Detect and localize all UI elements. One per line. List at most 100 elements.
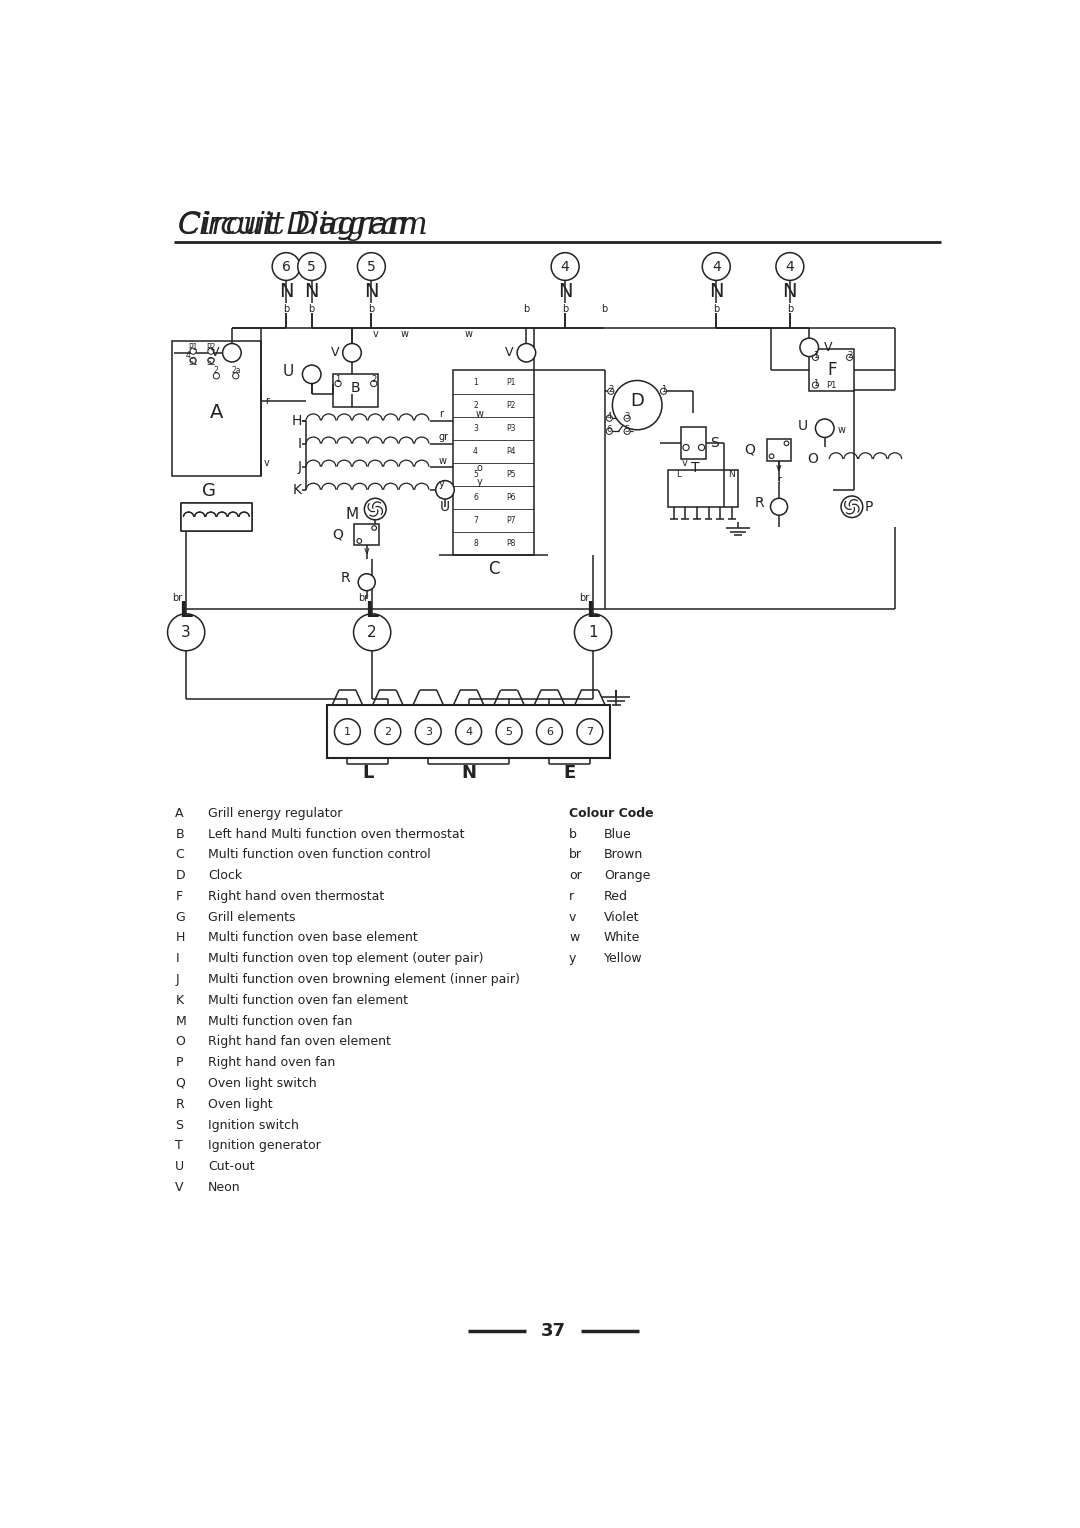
Bar — [327, 706, 610, 758]
Text: U: U — [283, 364, 294, 379]
Text: P4: P4 — [507, 446, 516, 455]
Text: 1: 1 — [343, 727, 351, 736]
Text: N: N — [708, 281, 724, 301]
Text: V: V — [175, 1181, 184, 1193]
Text: V: V — [211, 347, 219, 359]
Circle shape — [364, 498, 387, 520]
Circle shape — [232, 373, 239, 379]
Text: Circuit Diagram: Circuit Diagram — [177, 211, 417, 240]
Text: r: r — [265, 396, 269, 406]
Text: b: b — [713, 304, 719, 313]
Text: S: S — [175, 1118, 184, 1132]
Text: U: U — [175, 1160, 185, 1174]
Text: 2: 2 — [372, 376, 376, 384]
Circle shape — [372, 526, 377, 530]
Text: P: P — [175, 1056, 183, 1070]
Text: 5: 5 — [505, 727, 513, 736]
Circle shape — [496, 718, 522, 744]
Text: 5: 5 — [308, 260, 316, 274]
Text: F: F — [175, 889, 183, 903]
Text: Circuit Diagram: Circuit Diagram — [177, 211, 428, 241]
Text: P1: P1 — [507, 377, 516, 387]
Text: N: N — [728, 471, 734, 478]
Text: v: v — [681, 458, 687, 468]
Text: w: w — [569, 932, 579, 944]
Circle shape — [375, 718, 401, 744]
Text: Right hand oven thermostat: Right hand oven thermostat — [207, 889, 384, 903]
Text: C: C — [175, 848, 184, 862]
Text: A: A — [175, 807, 184, 819]
Text: w: w — [838, 425, 846, 435]
Text: White: White — [604, 932, 640, 944]
Circle shape — [815, 419, 834, 437]
Text: Q: Q — [333, 527, 343, 541]
Text: w: w — [464, 329, 472, 339]
Text: S1: S1 — [188, 358, 198, 367]
Text: Multi function oven browning element (inner pair): Multi function oven browning element (in… — [207, 973, 519, 986]
Text: v: v — [373, 329, 378, 339]
Text: R: R — [341, 571, 350, 585]
Text: b: b — [569, 828, 577, 840]
Text: N: N — [558, 281, 572, 301]
Text: Left hand Multi function oven thermostat: Left hand Multi function oven thermostat — [207, 828, 464, 840]
Text: G: G — [202, 483, 216, 500]
Text: 6: 6 — [473, 494, 478, 503]
Circle shape — [359, 573, 375, 591]
Text: 1: 1 — [336, 376, 340, 384]
Text: v: v — [777, 463, 782, 474]
Text: 6: 6 — [282, 260, 291, 274]
Text: 2: 2 — [214, 367, 219, 374]
Text: E: E — [564, 764, 576, 782]
Circle shape — [683, 445, 689, 451]
Text: Neon: Neon — [207, 1181, 241, 1193]
Circle shape — [190, 348, 197, 354]
Text: V: V — [824, 341, 833, 354]
Text: 2: 2 — [384, 727, 391, 736]
Text: Grill elements: Grill elements — [207, 911, 295, 923]
Text: L: L — [179, 602, 192, 622]
Text: 7: 7 — [473, 516, 478, 526]
Text: br: br — [173, 593, 183, 602]
Text: 3: 3 — [424, 727, 432, 736]
Text: P: P — [865, 500, 874, 513]
Text: Oven light: Oven light — [207, 1097, 272, 1111]
Circle shape — [800, 338, 819, 356]
Text: b: b — [283, 304, 289, 313]
Text: H: H — [175, 932, 185, 944]
Circle shape — [416, 718, 441, 744]
Circle shape — [699, 445, 704, 451]
Bar — [180, 503, 252, 530]
Circle shape — [812, 382, 819, 388]
Text: O: O — [808, 452, 819, 466]
Circle shape — [222, 344, 241, 362]
Circle shape — [207, 358, 214, 364]
Text: N: N — [305, 281, 319, 301]
Text: N: N — [279, 281, 294, 301]
Text: Cut-out: Cut-out — [207, 1160, 255, 1174]
Text: 4: 4 — [712, 260, 720, 274]
Text: b: b — [562, 304, 568, 313]
Text: P1: P1 — [188, 342, 198, 351]
Circle shape — [612, 380, 662, 429]
Text: P1: P1 — [826, 382, 837, 390]
Text: Ignition switch: Ignition switch — [207, 1118, 299, 1132]
Text: Clock: Clock — [207, 869, 242, 882]
Text: Multi function oven function control: Multi function oven function control — [207, 848, 431, 862]
Text: D: D — [175, 869, 185, 882]
Text: L: L — [362, 764, 374, 782]
Text: V: V — [505, 347, 514, 359]
Circle shape — [606, 428, 612, 434]
Text: Violet: Violet — [604, 911, 639, 923]
Text: L: L — [586, 602, 599, 622]
Circle shape — [353, 614, 391, 651]
Circle shape — [702, 252, 730, 280]
Text: w: w — [401, 329, 408, 339]
Circle shape — [517, 344, 536, 362]
Text: w: w — [476, 410, 484, 419]
Circle shape — [342, 344, 362, 362]
Text: F: F — [827, 362, 837, 379]
Bar — [172, 341, 261, 475]
Text: Multi function oven fan element: Multi function oven fan element — [207, 993, 408, 1007]
Text: 8: 8 — [473, 539, 478, 549]
Text: Multi function oven base element: Multi function oven base element — [207, 932, 418, 944]
